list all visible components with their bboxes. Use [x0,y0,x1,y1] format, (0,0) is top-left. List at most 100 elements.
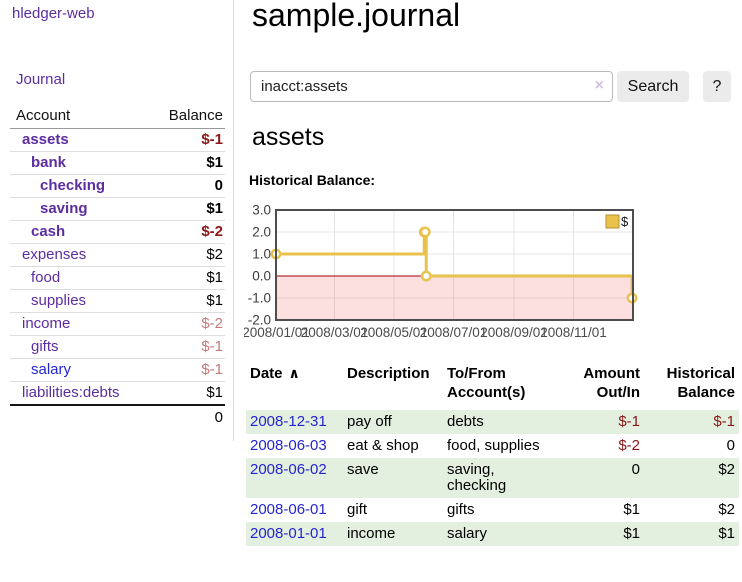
transaction-date-link[interactable]: 2008-06-01 [250,501,327,518]
register-balance-cell: $2 [718,461,735,478]
account-link-gifts[interactable]: gifts [31,338,59,355]
search-input[interactable] [250,71,613,102]
register-col-date[interactable]: Date ∧ [246,362,343,410]
account-balance: $-1 [151,335,225,359]
account-name-cell: assets [10,129,151,152]
svg-text:2008/11/01: 2008/11/01 [540,325,607,340]
accounts-table-header: Account Balance [10,104,225,129]
register-col-balance: Historical Balance [666,365,735,401]
help-button[interactable]: ? [703,71,731,102]
register-row: 2008-01-01 income salary $1 $1 [246,522,739,546]
account-name-cell: gifts [10,335,152,359]
svg-text:-1.0: -1.0 [248,291,271,306]
register-table-body: 2008-12-31 pay off debts $-1 $-1 2008-06-03 ea… [246,410,739,546]
svg-text:2.0: 2.0 [252,225,271,240]
account-row: cash $-2 [10,220,225,244]
account-balance: $1 [151,197,225,221]
register-col-accounts: To/From Account(s) [447,365,526,401]
account-row: checking 0 [10,174,225,198]
register-row: 2008-06-01 gift gifts $1 $2 [246,498,739,522]
sidebar-item-journal[interactable]: Journal [16,71,66,88]
register-col-amount: Amount Out/In [583,365,640,401]
account-link-supplies[interactable]: supplies [31,292,87,309]
register-table: Date ∧ Description To/From Account(s) Amo… [246,362,739,546]
account-balance: $-1 [151,358,225,382]
register-balance-cell: $-1 [713,413,735,430]
account-name-cell: checking [10,174,152,198]
account-name-cell: income [10,312,152,336]
account-title: assets [252,123,325,151]
account-link-salary[interactable]: salary [31,361,72,378]
account-link-liabilities:debts[interactable]: liabilities:debts [22,384,120,401]
svg-text:2008/01/01: 2008/01/01 [244,325,310,340]
account-balance: $1 [151,381,225,405]
account-link-assets[interactable]: assets [22,131,69,148]
account-name-cell: expenses [10,243,152,267]
account-row: expenses $2 [10,243,225,267]
account-row: liabilities:debts $1 [10,381,225,405]
svg-text:0.0: 0.0 [252,269,271,284]
register-col-description: Description [347,365,430,382]
account-link-checking[interactable]: checking [40,177,106,194]
account-link-bank[interactable]: bank [31,154,67,171]
register-balance-cell: 0 [726,437,735,454]
account-row: supplies $1 [10,289,225,313]
svg-text:2008/07/01: 2008/07/01 [420,325,488,340]
page-title: sample.journal [252,0,461,33]
register-date-cell: 2008-01-01 [246,522,343,546]
search-button[interactable]: Search [617,71,689,102]
register-balance-cell: $2 [718,501,735,518]
transaction-date-link[interactable]: 2008-06-03 [250,437,327,454]
transaction-date-link[interactable]: 2008-01-01 [250,525,327,542]
account-row: bank $1 [10,151,225,175]
transaction-date-link[interactable]: 2008-06-02 [250,461,327,478]
account-balance: $-2 [151,220,225,244]
account-balance: $1 [151,151,225,175]
account-row: assets $-1 [10,129,225,152]
register-date-cell: 2008-06-03 [246,434,343,458]
accounts-total-row: 0 [10,404,225,430]
account-link-cash[interactable]: cash [31,223,66,240]
accounts-total-value: 0 [151,404,225,430]
account-link-expenses[interactable]: expenses [22,246,87,263]
svg-text:3.0: 3.0 [252,203,271,218]
sort-asc-icon[interactable]: ∧ [288,365,300,381]
svg-text:2008/03/01: 2008/03/01 [301,325,369,340]
clear-search-icon[interactable]: × [594,77,604,94]
account-balance: $1 [151,289,225,313]
historical-balance-chart: $3.0 2.0 1.0 0.0 -1.0 -2.02008/01/012008/03/0… [244,203,638,340]
register-row: 2008-12-31 pay off debts $-1 $-1 [246,410,739,434]
account-link-food[interactable]: food [31,269,61,286]
account-name-cell: bank [10,151,152,175]
account-balance: $1 [151,266,225,290]
register-amount-cell: $1 [623,525,640,542]
brand-link[interactable]: hledger-web [12,5,95,22]
register-amount-cell: $-1 [618,413,640,430]
accounts-table: Account Balance assets $-1 bank $1 checking 0… [10,104,225,430]
register-description-cell: pay off [347,413,392,430]
transaction-date-link[interactable]: 2008-12-31 [250,413,327,430]
register-amount-cell: $-2 [618,437,640,454]
register-accounts-cell: salary [447,525,488,542]
account-row: saving $1 [10,197,225,221]
account-balance: $-1 [201,131,223,148]
account-row: salary $-1 [10,358,225,382]
account-name-cell: food [10,266,152,290]
register-date-cell: 2008-12-31 [246,410,343,434]
account-row: income $-2 [10,312,225,336]
register-accounts-cell: debts [447,413,484,430]
accounts-col-account: Account [10,104,152,129]
register-date-cell: 2008-06-01 [246,498,343,522]
account-link-income[interactable]: income [22,315,71,332]
svg-text:1.0: 1.0 [252,247,271,262]
accounts-table-body: assets $-1 bank $1 checking 0 saving $1 cash $-2 e… [10,129,225,405]
register-row: 2008-06-02 save saving, checking 0 $2 [246,458,739,498]
register-header-row: Date ∧ Description To/From Account(s) Amo… [246,362,739,410]
account-link-saving[interactable]: saving [40,200,88,217]
register-description-cell: save [347,461,379,478]
chart-label: Historical Balance: [249,172,376,188]
register-description-cell: eat & shop [347,437,419,454]
svg-text:2008/09/01: 2008/09/01 [480,325,548,340]
account-name-cell: salary [10,358,152,382]
register-amount-cell: $1 [623,501,640,518]
